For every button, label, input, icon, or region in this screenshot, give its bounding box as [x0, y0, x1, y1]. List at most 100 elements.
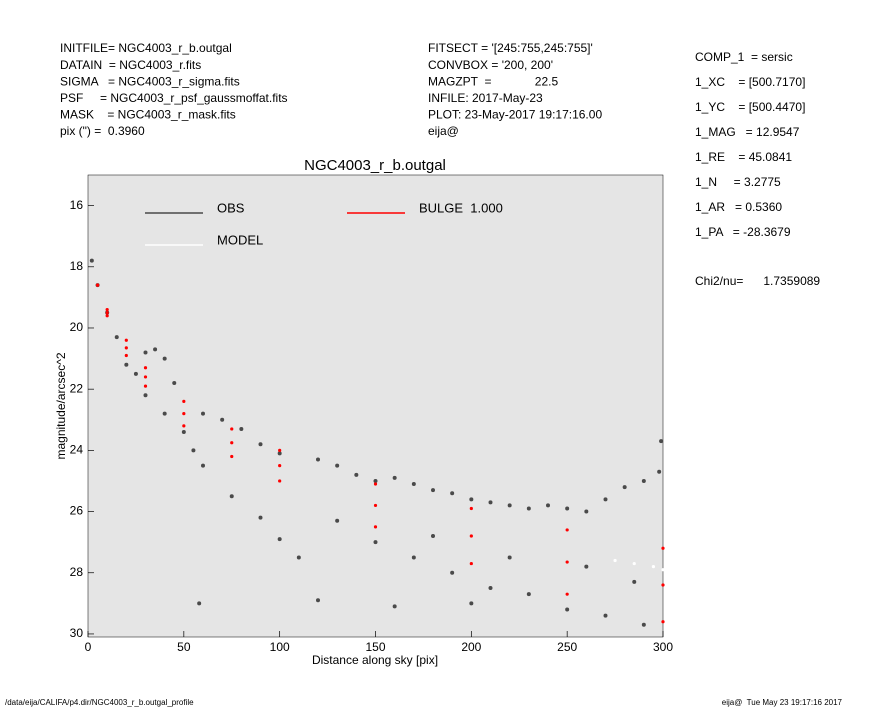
data-point — [201, 463, 205, 468]
header-line: DATAIN = NGC4003_r.fits — [60, 58, 201, 72]
x-tick-label: 150 — [365, 640, 385, 654]
data-point — [335, 518, 340, 523]
data-point — [661, 620, 665, 624]
data-point — [230, 441, 234, 445]
data-point — [354, 472, 359, 477]
data-point — [661, 546, 665, 550]
data-point — [469, 506, 473, 511]
legend-label: BULGE 1.000 — [419, 200, 503, 215]
data-point — [411, 482, 416, 487]
data-point — [565, 607, 570, 612]
data-point — [229, 494, 234, 499]
data-point — [153, 347, 158, 352]
data-point — [124, 338, 128, 342]
y-tick-label: 20 — [70, 320, 84, 334]
data-point — [258, 515, 263, 520]
data-point — [143, 393, 148, 398]
data-point — [392, 604, 397, 609]
data-point — [143, 384, 148, 388]
data-point — [659, 439, 664, 444]
data-point — [661, 568, 665, 572]
data-point — [239, 426, 244, 431]
data-point — [124, 346, 128, 350]
x-axis-label: Distance along sky [pix] — [312, 653, 438, 667]
data-point — [182, 424, 186, 428]
data-point — [143, 366, 148, 370]
header-line: 1_MAG = 12.9547 — [695, 125, 800, 139]
data-point — [488, 586, 493, 591]
data-point — [220, 417, 225, 422]
data-point — [191, 448, 196, 453]
header-line: MASK = NGC4003_r_mask.fits — [60, 108, 236, 122]
data-point — [565, 506, 570, 511]
y-tick-label: 26 — [70, 504, 84, 518]
y-tick-label: 18 — [70, 259, 84, 273]
data-point — [172, 381, 177, 386]
header-line: INFILE: 2017-May-23 — [428, 91, 543, 105]
footer-left: /data/eija/CALIFA/p4.dir/NGC4003_r_b.out… — [5, 698, 194, 707]
legend-label: OBS — [217, 200, 245, 215]
data-point — [124, 353, 128, 358]
chi-text: Chi2/nu= 1.7359089 — [695, 274, 820, 288]
data-point — [507, 503, 512, 508]
header-line: pix (") = 0.3960 — [60, 124, 145, 138]
data-point — [622, 485, 627, 490]
data-point — [469, 497, 474, 502]
data-point — [450, 570, 455, 575]
header-line: COMP_1 = sersic — [695, 50, 793, 64]
data-point — [114, 335, 119, 340]
data-point — [526, 592, 531, 597]
data-point — [197, 601, 202, 606]
data-point — [488, 500, 493, 505]
data-point — [584, 564, 589, 569]
legend-label: MODEL — [217, 232, 263, 247]
data-point — [105, 311, 109, 315]
chart-title: NGC4003_r_b.outgal — [304, 157, 446, 174]
data-point — [316, 598, 320, 603]
header-line: 1_N = 3.2775 — [695, 175, 781, 189]
data-point — [278, 448, 282, 452]
data-point — [651, 565, 656, 569]
data-point — [507, 555, 512, 560]
header-line: SIGMA = NGC4003_r_sigma.fits — [60, 74, 240, 88]
data-point — [105, 314, 109, 318]
data-point — [316, 457, 320, 462]
x-tick-label: 200 — [461, 640, 481, 654]
header-line: FITSECT = '[245:755,245:755]' — [428, 41, 593, 55]
data-point — [632, 561, 636, 566]
y-tick-label: 22 — [70, 381, 84, 395]
x-tick-label: 250 — [557, 640, 577, 654]
data-point — [565, 592, 569, 596]
header-line: eija@ — [428, 124, 459, 138]
data-point — [89, 258, 94, 263]
data-point — [373, 482, 378, 486]
data-point — [201, 411, 205, 416]
data-point — [95, 283, 100, 287]
plot-area — [87, 174, 664, 638]
header-line: 1_AR = 0.5360 — [695, 200, 782, 214]
data-point — [565, 560, 569, 564]
data-point — [641, 478, 646, 483]
header-line: 1_YC = [500.4470] — [695, 100, 805, 114]
data-point — [584, 509, 589, 514]
header-line: INITFILE= NGC4003_r_b.outgal — [60, 41, 232, 55]
data-point — [143, 350, 148, 355]
y-tick-label: 28 — [70, 565, 84, 579]
data-point — [296, 555, 301, 560]
data-point — [661, 583, 665, 587]
data-point — [373, 503, 378, 508]
data-point — [431, 488, 435, 493]
header-line: PLOT: 23-May-2017 19:17:16.00 — [428, 108, 602, 122]
data-point — [277, 537, 282, 542]
data-point — [641, 622, 646, 627]
data-point — [133, 371, 138, 376]
data-point — [603, 497, 608, 502]
data-point — [411, 555, 416, 560]
data-point — [450, 491, 455, 496]
data-point — [657, 469, 662, 474]
x-tick-label: 300 — [653, 640, 673, 654]
x-tick-label: 100 — [270, 640, 290, 654]
y-tick-label: 30 — [70, 626, 84, 640]
data-point — [182, 412, 186, 416]
